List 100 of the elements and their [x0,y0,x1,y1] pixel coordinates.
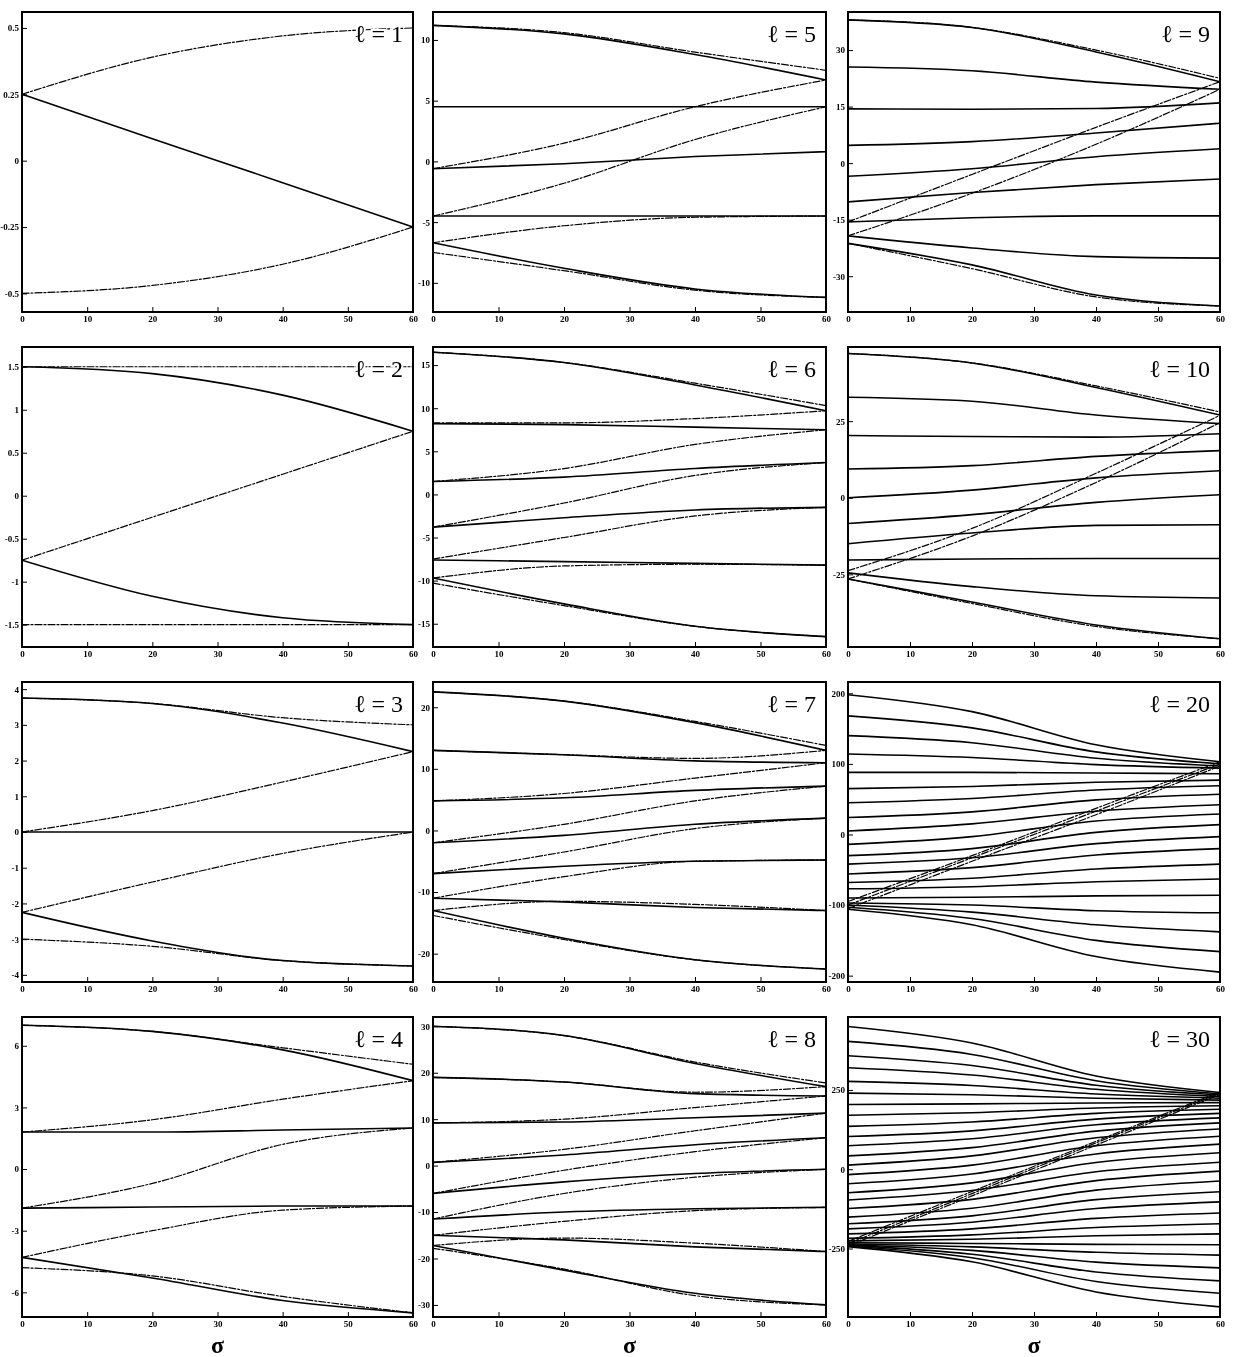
x-tick-label: 30 [213,649,223,660]
x-tick-label: 50 [343,314,354,325]
x-tick-label: 50 [1154,984,1164,995]
x-tick-label: 20 [560,649,570,660]
y-tick-label: 0.5 [7,23,20,34]
x-tick-label: 40 [278,314,289,325]
y-tick-label: 10 [421,764,431,775]
y-tick-label: 1.5 [7,362,20,373]
x-tick-label: 10 [906,314,916,325]
x-tick-label: 60 [822,984,832,995]
x-tick-label: 20 [560,1319,570,1330]
y-tick-label: 20 [421,1068,431,1079]
x-tick-label: 50 [343,1319,354,1330]
x-tick-label: 50 [1154,1319,1164,1330]
y-tick-label: 200 [831,688,846,699]
x-tick-label: 20 [968,1319,978,1330]
x-tick-label: 50 [1154,649,1164,660]
x-tick-label: 60 [1216,984,1226,995]
x-tick-label: 30 [1030,984,1040,995]
x-tick-label: 40 [691,984,701,995]
y-tick-label: 5 [425,96,431,107]
y-tick-label: -3 [11,1226,20,1237]
x-axis-title: σ [622,1332,637,1357]
y-tick-label: -250 [828,1243,846,1254]
y-tick-label: -30 [418,1300,431,1311]
x-tick-label: 60 [409,314,419,325]
y-tick-label: 0 [840,829,846,840]
y-tick-label: -100 [828,900,846,911]
y-tick-label: 10 [421,1114,431,1125]
x-tick-label: 60 [822,649,832,660]
x-tick-label: 10 [906,1319,916,1330]
x-tick-label: 20 [148,314,158,325]
y-tick-label: -200 [828,971,846,982]
x-tick-label: 50 [756,1319,766,1330]
y-tick-label: -30 [833,271,846,282]
x-tick-label: 40 [278,984,289,995]
x-tick-label: 30 [625,984,635,995]
y-tick-label: -2 [11,898,20,909]
y-tick-label: 1 [14,405,20,416]
y-tick-label: 0 [425,1160,431,1171]
x-tick-label: 30 [213,984,223,995]
y-tick-label: 15 [836,101,846,112]
y-tick-label: -10 [418,1207,431,1218]
x-axis-title: σ [1027,1332,1041,1357]
x-tick-label: 30 [1030,1319,1040,1330]
x-tick-label: 60 [409,984,419,995]
x-tick-label: 20 [968,314,978,325]
annotation: ℓ = 8 [766,1026,816,1052]
y-tick-label: 0 [14,491,20,502]
x-tick-label: 50 [343,984,354,995]
y-tick-label: -0.25 [0,222,20,233]
annotation: ℓ = 20 [1148,691,1210,717]
x-tick-label: 30 [1030,314,1040,325]
x-tick-label: 20 [560,984,570,995]
y-tick-label: 15 [421,360,431,371]
x-tick-label: 30 [625,649,635,660]
y-tick-label: 1 [14,791,20,802]
annotation: ℓ = 9 [1160,21,1210,47]
y-tick-label: 30 [836,45,846,56]
y-tick-label: 0 [14,156,20,167]
x-tick-label: 20 [560,314,570,325]
x-tick-label: 20 [148,1319,158,1330]
y-tick-label: -5 [422,217,431,228]
y-tick-label: 20 [421,702,431,713]
x-tick-label: 30 [625,1319,635,1330]
annotation: ℓ = 3 [353,691,403,717]
y-tick-label: -15 [418,619,431,630]
x-tick-label: 10 [494,1319,504,1330]
x-tick-label: 40 [691,314,701,325]
y-tick-label: 100 [831,759,846,770]
y-tick-label: 6 [14,1041,20,1052]
x-tick-label: 60 [822,314,832,325]
x-tick-label: 50 [1154,314,1164,325]
y-tick-label: -5 [422,532,431,543]
x-tick-label: 60 [1216,1319,1226,1330]
y-tick-label: -1 [11,863,20,874]
y-tick-label: 0 [840,158,846,169]
x-tick-label: 20 [148,649,158,660]
y-tick-label: -1.5 [4,620,20,631]
annotation: ℓ = 4 [353,1026,403,1052]
y-tick-label: 10 [421,403,431,414]
x-tick-label: 60 [409,649,419,660]
y-tick-label: -10 [418,576,431,586]
y-tick-label: 10 [421,35,431,46]
x-tick-label: 20 [968,649,978,660]
x-tick-label: 10 [83,649,93,660]
y-tick-label: 2 [14,755,20,766]
x-tick-label: 10 [83,984,93,995]
annotation: ℓ = 5 [766,21,816,47]
y-tick-label: 5 [425,446,431,457]
x-tick-label: 10 [906,649,916,660]
y-tick-label: -3 [11,934,20,945]
annotation: ℓ = 10 [1148,356,1210,382]
x-tick-label: 60 [1216,649,1226,660]
y-tick-label: 250 [831,1085,846,1096]
x-tick-label: 40 [278,649,289,660]
x-tick-label: 40 [1092,649,1102,660]
x-tick-label: 40 [278,1319,289,1330]
annotation: ℓ = 7 [766,691,816,717]
x-tick-label: 40 [1092,1319,1102,1330]
